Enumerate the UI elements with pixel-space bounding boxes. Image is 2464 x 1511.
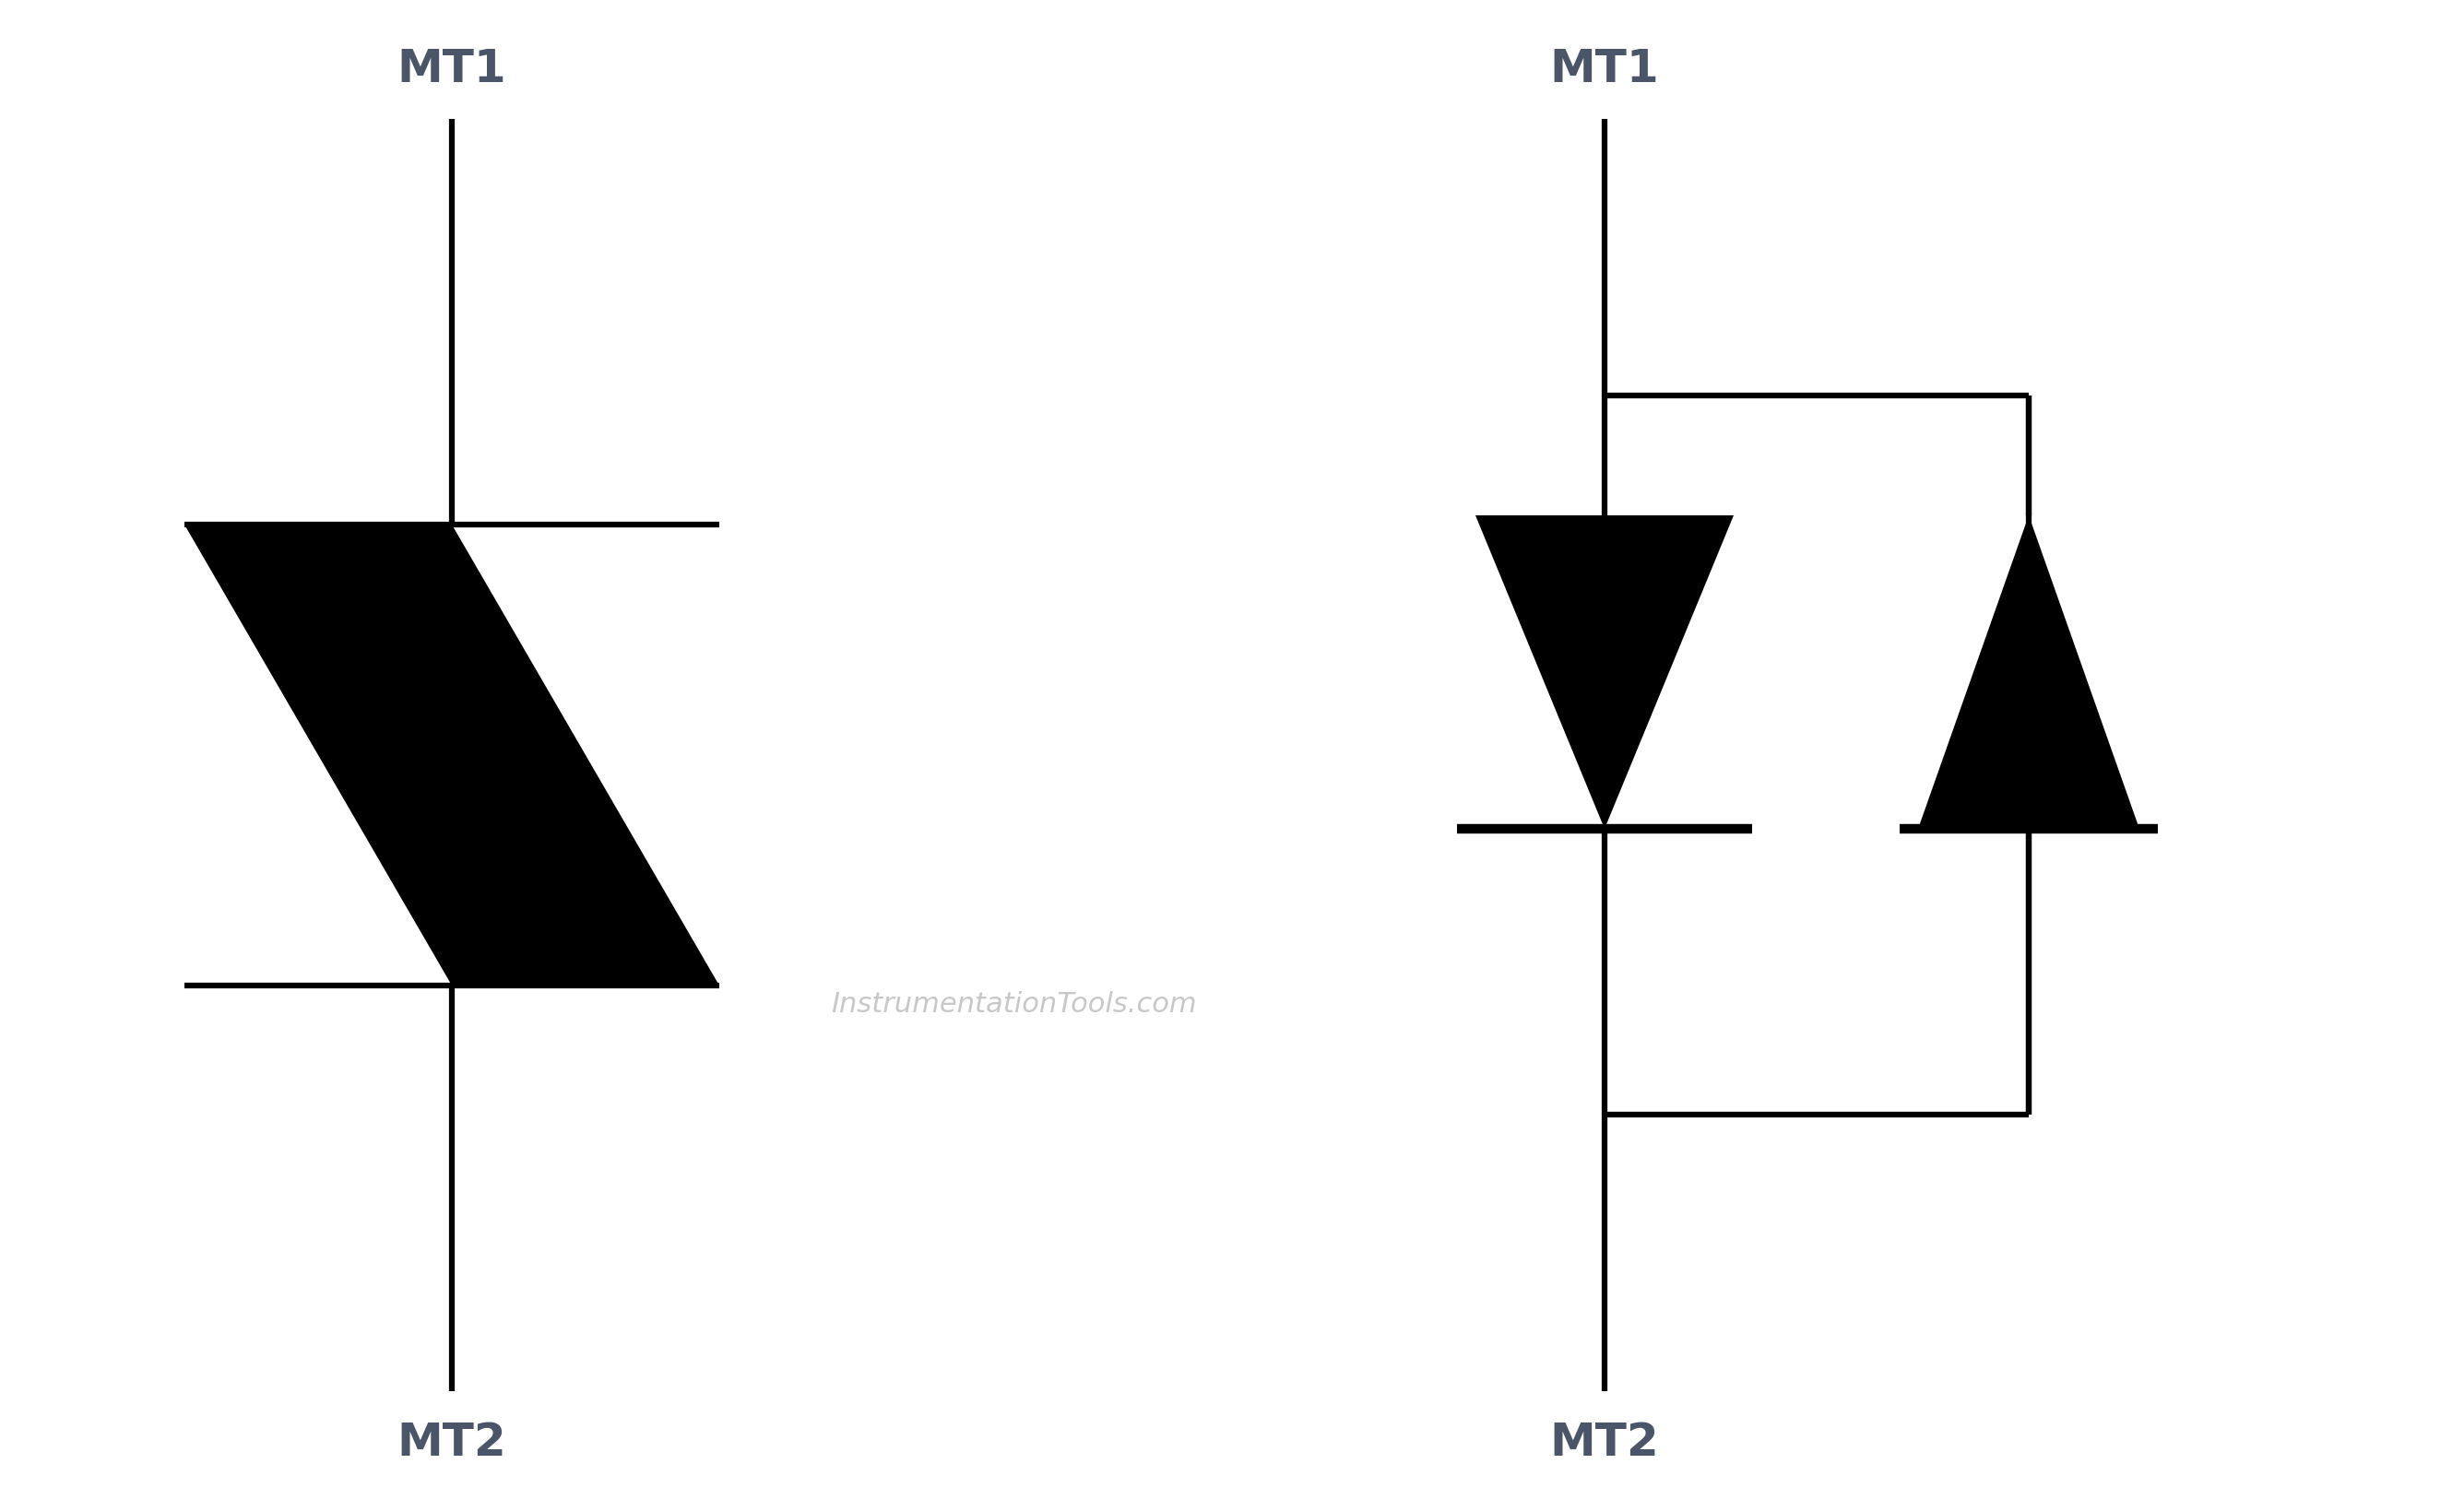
Text: MT2: MT2: [397, 1420, 508, 1464]
Polygon shape: [1917, 515, 2139, 830]
Text: InstrumentationTools.com: InstrumentationTools.com: [830, 991, 1198, 1017]
Polygon shape: [451, 526, 719, 985]
Text: MT2: MT2: [1550, 1420, 1658, 1464]
Polygon shape: [185, 526, 451, 985]
Text: MT1: MT1: [1550, 47, 1658, 91]
Polygon shape: [1476, 515, 1735, 830]
Text: MT1: MT1: [397, 47, 508, 91]
